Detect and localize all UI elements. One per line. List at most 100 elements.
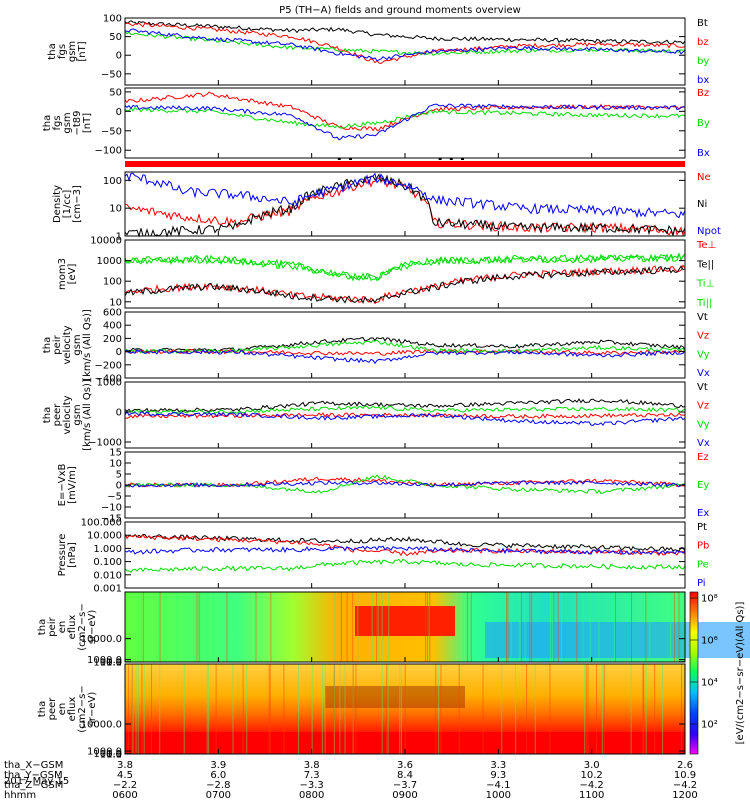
series-Te-line [124,265,686,305]
y-tick-label: −10 [101,503,122,514]
legend-entry: bx [697,75,709,86]
x-axis-value: −4.2 [673,780,697,791]
y-tick-label: −15 [101,514,122,525]
y-tick-label: 1.000 [93,544,122,555]
y-axis-label-line: [cm−3] [72,185,83,223]
x-axis-value: 3.8 [304,760,320,771]
legend-entry: Ex [697,508,709,519]
y-tick-label: 0.010 [93,570,122,581]
y-axis-label-line: peir [52,334,63,354]
spectrogram-dark-band [325,686,465,708]
x-axis-row-label: tha_X−GSM [4,760,63,771]
y-axis-label-line: peer [47,697,58,721]
panel-8: 100.000 10.000 1.000 0.100 0.010 0.001 Pressur… [57,518,709,595]
x-axis-value: −4.2 [580,780,604,791]
y-tick-label: 1.0 [106,657,122,668]
y-tick-label: 10 [109,459,122,470]
y-axis-label-line: fgs [52,115,63,130]
legend-entry: Npot [697,226,721,237]
x-axis-value: 4.5 [117,770,133,781]
colorbar-label: [eV/(cm2−s−sr−eV)(All Qs)] [735,602,746,745]
legend-entry: Pe [697,559,709,570]
y-tick-label: 1.0 [106,749,122,760]
legend-entry: Ne [697,172,711,183]
y-axis-label-line: peir [47,616,58,636]
y-tick-label: 0 [116,481,122,492]
x-axis-value: −2.8 [206,780,230,791]
spectrogram-ion-hot-band [355,606,455,636]
panel-frame [124,311,686,379]
y-tick-label: 0 [116,107,122,118]
x-axis-value: 3.8 [117,760,133,771]
y-tick-label: 10.0 [100,749,122,760]
x-axis-value: 0800 [299,790,324,800]
y-tick-label: −200 [95,360,122,371]
x-axis-value: 3.0 [584,760,600,771]
y-tick-label: 1000 [97,256,122,267]
x-axis-value: −2.2 [113,780,137,791]
y-axis-label-line: tha [42,407,53,423]
series-Bz-line [124,91,686,132]
x-axis-value: −4.1 [486,780,510,791]
y-tick-label: 100.0 [93,749,122,760]
series-Ti-line [124,252,686,282]
series-bx-line [124,28,686,62]
panel-frame [124,87,686,159]
y-axis-label-line: eflux [67,615,78,640]
series-Ex-line [124,480,686,488]
y-axis-label-line: velocity [62,325,73,364]
y-axis-label-line: (cm2−s− [77,603,88,650]
y-tick-label: 10000.0 [81,720,122,731]
legend-entry: Pt [697,522,707,533]
y-axis-label-line: velocity [62,395,73,434]
x-axis-value: −3.3 [300,780,324,791]
y-axis-label-line: en [57,703,68,716]
y-axis-label-line: [km/s (All Qs)] [82,379,93,451]
y-tick-label: 1 [116,232,122,243]
x-axis-value: 8.4 [397,770,413,781]
series-Ne-line [124,176,686,237]
x-axis-value: 3.3 [490,760,506,771]
y-tick-label: 0.1 [106,750,122,761]
series-Vy-line [124,339,686,354]
series-Bx-line [124,103,686,141]
colorbar-ticks: 10⁸ 10⁶ 10⁴ 10² [690,594,718,731]
y-tick-label: 400 [103,321,122,332]
spectrogram-low-band [485,622,750,658]
y-axis-label-line: [mV/m] [67,466,78,504]
y-axis-label-line: gsm [72,334,83,355]
y-axis-label-line: −t89 [72,110,83,135]
series-Vz-line [124,412,685,420]
y-tick-label: 1000.0 [87,747,122,758]
x-axis-value: 3.6 [397,760,413,771]
series-By-line [124,106,686,129]
panel-3: 100 10 1 Density [1/cc] [cm−3] Ne Ni Npot [52,171,721,243]
date-label: 2017 May 15 [4,776,69,787]
y-axis-label-line: [km/s (All Qs)] [82,309,93,381]
panel-4: 10000 1000 100 10 mom3 [eV] Te⊥ Te|| Ti⊥ Ti|| [57,236,716,310]
legend-entry: Bx [697,148,710,159]
series-Pe-line [124,558,686,573]
legend-entry: Vz [697,331,709,342]
chart-title: P5 (TH−A) fields and ground moments over… [279,5,521,16]
x-axis-value: −3.7 [393,780,417,791]
y-tick-label: 50 [109,32,122,43]
colorbar-gradient [689,591,699,755]
y-tick-label: 1000.0 [87,655,122,666]
y-axis-label-line: E=−VxB [57,464,68,507]
y-axis-label-line: tha [37,619,48,635]
y-tick-label: −50 [101,69,122,80]
y-tick-label: 1000 [97,378,122,389]
y-axis-label-line: tha [47,43,58,59]
y-tick-label: 100 [103,277,122,288]
orbit-status-marker [461,158,464,160]
x-axis-value: 0600 [112,790,137,800]
x-axis-value: 10.9 [674,770,696,781]
y-tick-label: 0.100 [93,557,122,568]
y-tick-label: −5 [107,492,122,503]
y-tick-label: 10000 [90,236,122,247]
colorbar: 10⁸ 10⁶ 10⁴ 10² [eV/(cm2−s−sr−eV)(All Qs)] [689,591,746,755]
